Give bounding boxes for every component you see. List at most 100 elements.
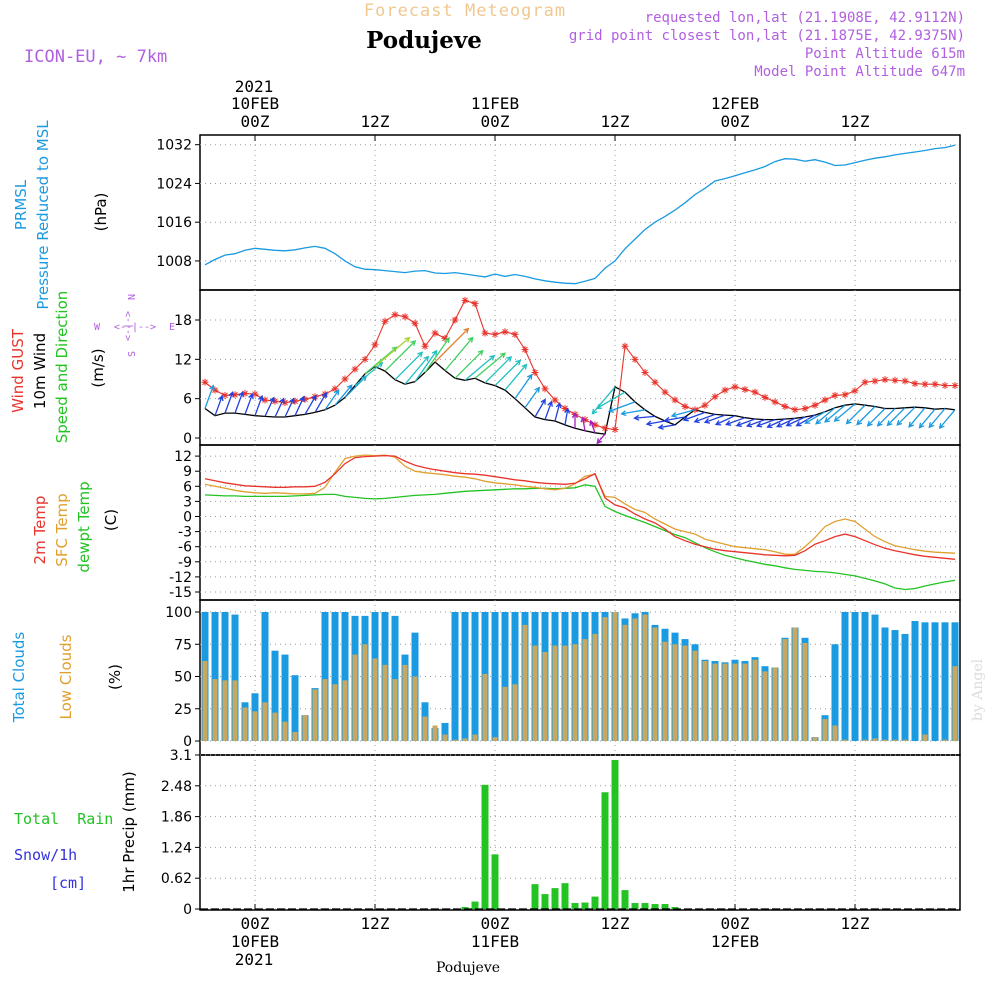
wind-gust-line — [204, 299, 955, 431]
total-cloud-bar — [471, 612, 479, 741]
gust-marker — [251, 390, 259, 398]
wind-arrow — [354, 361, 384, 387]
low-cloud-bar — [532, 645, 538, 741]
low-cloud-bar — [712, 663, 718, 741]
y-tick-label: 1024 — [156, 176, 192, 192]
wind-arrow — [785, 416, 806, 427]
low-cloud-bar — [452, 739, 458, 741]
gust-marker — [731, 383, 739, 391]
y-tick-label: 1008 — [156, 254, 192, 270]
y-tick-label: -6 — [178, 540, 192, 556]
precip-labels: Total Rain Snow/1h [cm] 1hr Precip (mm) — [14, 771, 138, 892]
grid-lines — [200, 135, 960, 910]
low-cloud-bar — [792, 627, 798, 741]
compass-s: S — [127, 351, 138, 357]
top-date-label: 12FEB — [711, 94, 759, 113]
low-cloud-bar — [902, 739, 908, 741]
wind-10m-label: 10m Wind — [31, 333, 49, 409]
wind-arrow — [580, 416, 587, 431]
total-cloud-bar — [931, 622, 939, 741]
top-hour-label: 00Z — [241, 112, 270, 131]
total-cloud-bar — [511, 612, 519, 741]
rain-bar — [541, 894, 549, 909]
wind-arrow — [938, 409, 956, 430]
gust-marker — [471, 300, 479, 308]
gust-marker — [241, 389, 249, 397]
gust-marker — [481, 329, 489, 337]
top-hour-label: 00Z — [481, 112, 510, 131]
gust-marker — [301, 395, 309, 403]
model-label: ICON-EU, ~ 7km — [24, 47, 167, 67]
low-cloud-bar — [492, 737, 498, 741]
total-cloud-bar — [851, 612, 859, 741]
total-cloud-bar — [341, 612, 349, 741]
total-cloud-bar — [871, 614, 879, 741]
low-cloud-bar — [482, 673, 488, 741]
rain-bar — [471, 901, 479, 909]
y-tick-label: 1032 — [156, 138, 192, 154]
wind-arrow — [234, 391, 244, 414]
top-hour-label: 00Z — [721, 112, 750, 131]
wind-arrow — [596, 433, 606, 445]
wind-arrow — [434, 327, 470, 363]
bottom-hour-label: 12Z — [841, 914, 870, 933]
gust-marker — [441, 334, 449, 342]
y-tick-label: 1.24 — [161, 840, 192, 856]
bottom-date-label: 11FEB — [471, 932, 519, 951]
wind-speed-line — [204, 361, 956, 435]
low-cloud-bar — [952, 666, 958, 741]
gust-marker — [701, 401, 709, 409]
low-cloud-bar — [202, 661, 208, 741]
gust-marker — [921, 380, 929, 388]
gust-marker — [411, 319, 419, 327]
compass-rose: N S W E <--|--> <-|-> — [94, 294, 175, 357]
wind-arrow — [224, 391, 234, 414]
gust-marker — [951, 382, 959, 390]
grid-point-coords: grid point closest lon,lat (21.1875E, 42… — [569, 28, 965, 44]
compass-e: E — [169, 322, 175, 333]
low-cloud-bar — [212, 679, 218, 741]
rain-bar — [621, 890, 629, 909]
gust-marker — [711, 393, 719, 401]
rain-bar — [641, 903, 649, 909]
wind-arrow — [833, 403, 856, 422]
y-tick-label: 12 — [174, 352, 192, 368]
wind-arrow — [682, 411, 706, 422]
pressure-labels: PRMSL Pressure Reduced to MSL (hPa) — [12, 120, 110, 310]
y-tick-label: 0 — [183, 510, 192, 526]
top-date-label: 10FEB — [231, 94, 279, 113]
low-cloud-bar — [322, 679, 328, 741]
low-cloud-bar — [752, 659, 758, 741]
total-cloud-bar — [881, 627, 889, 741]
wind-arrow — [314, 391, 327, 413]
gust-marker — [881, 376, 889, 384]
wind-arrow — [454, 349, 484, 379]
low-cloud-bar — [332, 684, 338, 741]
y-tick-label: 0 — [183, 431, 192, 447]
wind-arrow — [886, 407, 906, 427]
wind-arrow — [725, 417, 746, 426]
rain-bar — [571, 903, 579, 909]
wind-arrow — [544, 400, 553, 420]
low-cloud-bar — [632, 618, 638, 741]
low-cloud-bar — [602, 617, 608, 741]
wind-arrow — [514, 373, 533, 400]
low-cloud-bar — [472, 734, 478, 741]
low-cloud-bar — [762, 671, 768, 741]
gust-marker — [601, 424, 609, 432]
bottom-hour-label: 12Z — [601, 914, 630, 933]
total-cloud-bar — [281, 654, 289, 741]
gust-marker — [911, 380, 919, 388]
wind-arrow — [908, 407, 926, 428]
wind-arrow — [254, 394, 264, 416]
total-cloud-bar — [211, 612, 219, 741]
wind-arrow — [804, 411, 826, 424]
wind-arrow — [896, 406, 916, 426]
wind-arrow — [607, 401, 636, 413]
wind-arrow — [284, 397, 295, 418]
total-cloud-bar — [291, 675, 299, 741]
y-tick-label: -15 — [169, 585, 192, 601]
low-cloud-bar — [562, 645, 568, 741]
data-marks — [200, 144, 960, 910]
